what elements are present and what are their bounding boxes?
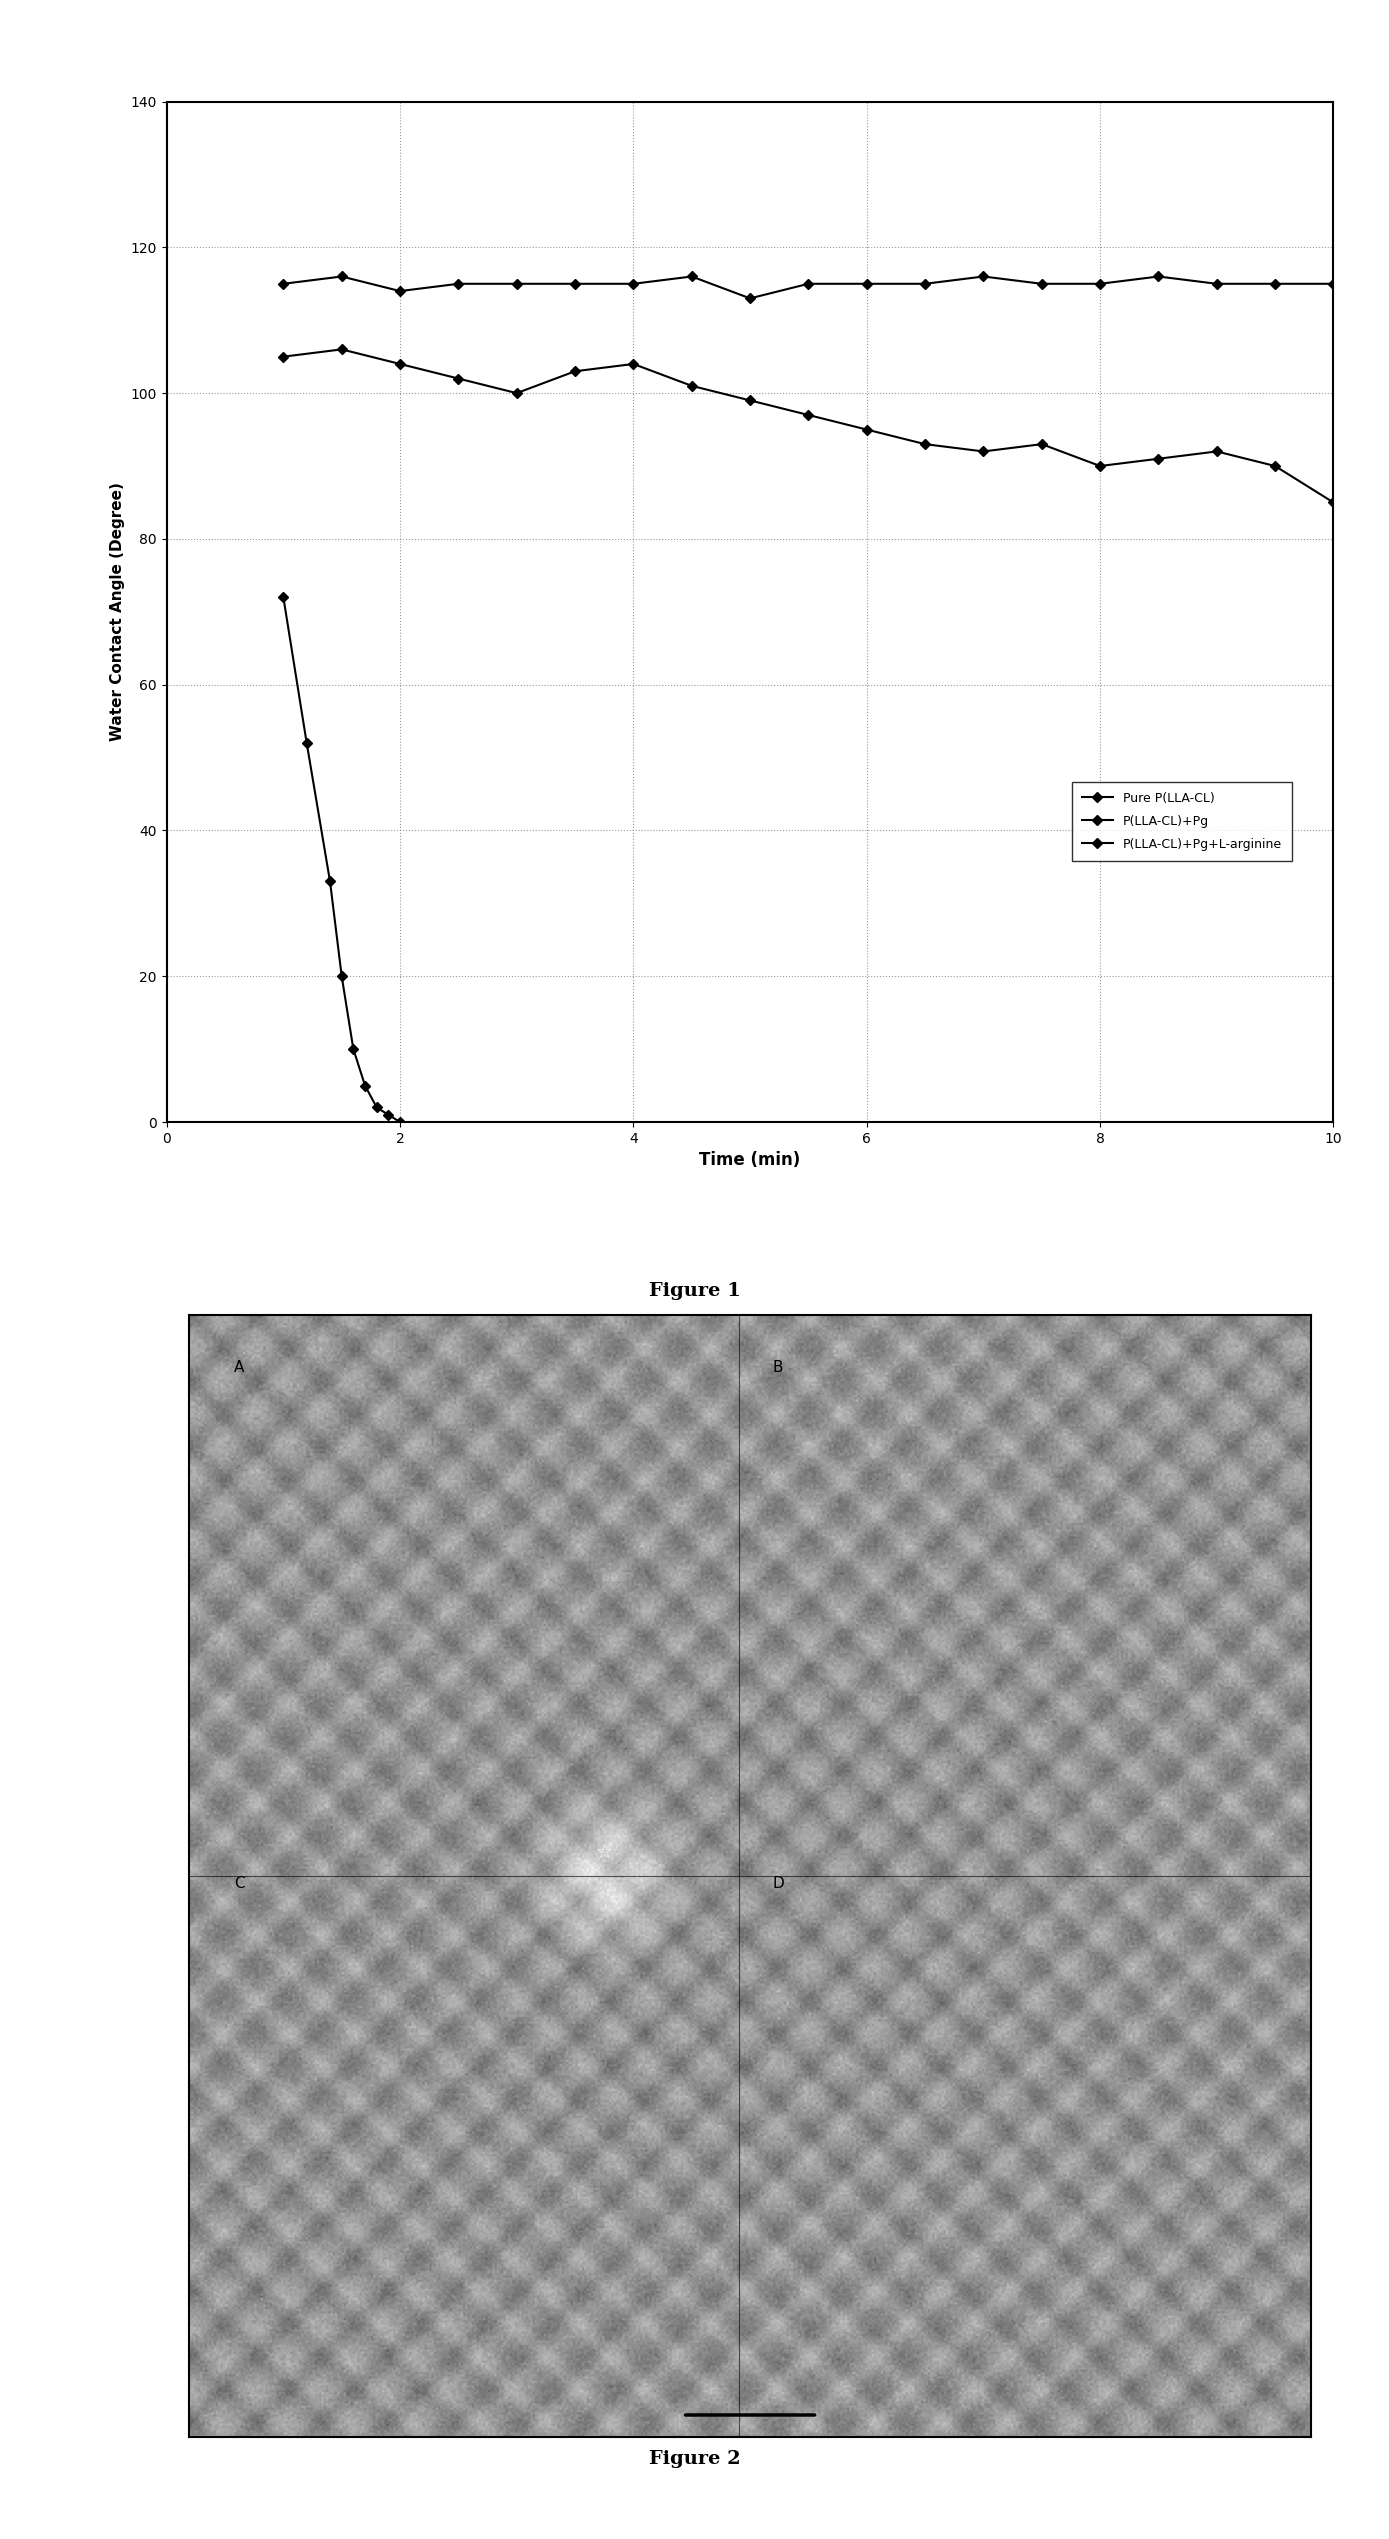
P(LLA-CL)+Pg — [333, 335, 350, 366]
Line: Pure P(LLA-CL): Pure P(LLA-CL) — [281, 274, 1336, 302]
P(LLA-CL)+Pg — [1267, 452, 1283, 482]
P(LLA-CL)+Pg — [1208, 437, 1225, 467]
Pure P(LLA-CL) — [858, 269, 875, 300]
P(LLA-CL)+Pg+L-arginine — [333, 962, 350, 993]
Pure P(LLA-CL) — [508, 269, 525, 300]
P(LLA-CL)+Pg+L-arginine — [275, 581, 292, 612]
P(LLA-CL)+Pg — [567, 355, 583, 386]
P(LLA-CL)+Pg+L-arginine — [344, 1033, 361, 1064]
Pure P(LLA-CL) — [1150, 262, 1167, 292]
Text: B: B — [772, 1361, 783, 1374]
P(LLA-CL)+Pg — [800, 399, 817, 429]
Pure P(LLA-CL) — [567, 269, 583, 300]
P(LLA-CL)+Pg — [1033, 429, 1050, 460]
Pure P(LLA-CL) — [392, 277, 408, 307]
P(LLA-CL)+Pg — [508, 378, 525, 409]
Line: P(LLA-CL)+Pg+L-arginine: P(LLA-CL)+Pg+L-arginine — [281, 594, 403, 1125]
Pure P(LLA-CL) — [1325, 269, 1342, 300]
Pure P(LLA-CL) — [800, 269, 817, 300]
P(LLA-CL)+Pg+L-arginine — [322, 866, 339, 896]
Text: A: A — [233, 1361, 244, 1374]
P(LLA-CL)+Pg — [975, 437, 992, 467]
Y-axis label: Water Contact Angle (Degree): Water Contact Angle (Degree) — [110, 482, 125, 741]
Text: Figure 1: Figure 1 — [649, 1282, 740, 1300]
Pure P(LLA-CL) — [683, 262, 700, 292]
P(LLA-CL)+Pg+L-arginine — [357, 1071, 374, 1102]
P(LLA-CL)+Pg+L-arginine — [368, 1092, 385, 1122]
Text: Figure 2: Figure 2 — [649, 2450, 740, 2468]
Pure P(LLA-CL) — [275, 269, 292, 300]
Pure P(LLA-CL) — [1033, 269, 1050, 300]
P(LLA-CL)+Pg+L-arginine — [392, 1107, 408, 1137]
Pure P(LLA-CL) — [917, 269, 933, 300]
Pure P(LLA-CL) — [1267, 269, 1283, 300]
P(LLA-CL)+Pg — [742, 386, 758, 416]
P(LLA-CL)+Pg — [392, 348, 408, 378]
P(LLA-CL)+Pg — [450, 363, 467, 394]
Legend: Pure P(LLA-CL), P(LLA-CL)+Pg, P(LLA-CL)+Pg+L-arginine: Pure P(LLA-CL), P(LLA-CL)+Pg, P(LLA-CL)+… — [1072, 782, 1292, 861]
Pure P(LLA-CL) — [1092, 269, 1108, 300]
Text: C: C — [233, 1876, 244, 1892]
Pure P(LLA-CL) — [450, 269, 467, 300]
Pure P(LLA-CL) — [333, 262, 350, 292]
Pure P(LLA-CL) — [975, 262, 992, 292]
P(LLA-CL)+Pg — [1092, 452, 1108, 482]
X-axis label: Time (min): Time (min) — [700, 1150, 800, 1170]
Text: D: D — [772, 1876, 785, 1892]
P(LLA-CL)+Pg+L-arginine — [381, 1099, 397, 1130]
Pure P(LLA-CL) — [1208, 269, 1225, 300]
P(LLA-CL)+Pg — [625, 348, 642, 378]
Text: ☆: ☆ — [596, 1843, 613, 1864]
P(LLA-CL)+Pg — [1325, 487, 1342, 518]
P(LLA-CL)+Pg — [858, 414, 875, 444]
P(LLA-CL)+Pg — [917, 429, 933, 460]
Pure P(LLA-CL) — [742, 284, 758, 315]
Pure P(LLA-CL) — [625, 269, 642, 300]
P(LLA-CL)+Pg — [683, 371, 700, 401]
P(LLA-CL)+Pg+L-arginine — [299, 729, 315, 759]
Line: P(LLA-CL)+Pg: P(LLA-CL)+Pg — [281, 345, 1336, 505]
P(LLA-CL)+Pg — [275, 340, 292, 371]
P(LLA-CL)+Pg — [1150, 444, 1167, 475]
